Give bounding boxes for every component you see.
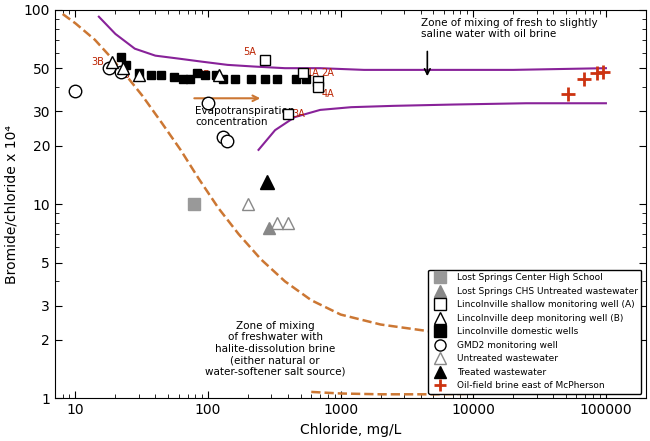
Text: Zone of mixing
of freshwater with
halite-dissolution brine
(either natural or
wa: Zone of mixing of freshwater with halite… (205, 321, 345, 377)
Text: 4B: 4B (103, 63, 116, 73)
Text: Zone of mixing of fresh to slightly
saline water with oil brine: Zone of mixing of fresh to slightly sali… (421, 18, 597, 39)
X-axis label: Chloride, mg/L: Chloride, mg/L (300, 423, 401, 437)
Text: Evapotranspiration
concentration: Evapotranspiration concentration (195, 106, 294, 127)
Text: 5A: 5A (243, 47, 256, 57)
Text: 4A: 4A (322, 89, 334, 99)
Y-axis label: Bromide/chloride x 10⁴: Bromide/chloride x 10⁴ (4, 124, 18, 284)
Legend: Lost Springs Center High School, Lost Springs CHS Untreated wastewater, Lincolnv: Lost Springs Center High School, Lost Sp… (428, 269, 642, 394)
Text: 2A: 2A (322, 68, 334, 78)
Text: 3B: 3B (92, 57, 105, 67)
Text: 1A: 1A (307, 68, 320, 78)
Text: 1B: 1B (118, 70, 131, 80)
Text: 5B: 5B (198, 70, 211, 80)
Text: 3A: 3A (292, 109, 305, 119)
